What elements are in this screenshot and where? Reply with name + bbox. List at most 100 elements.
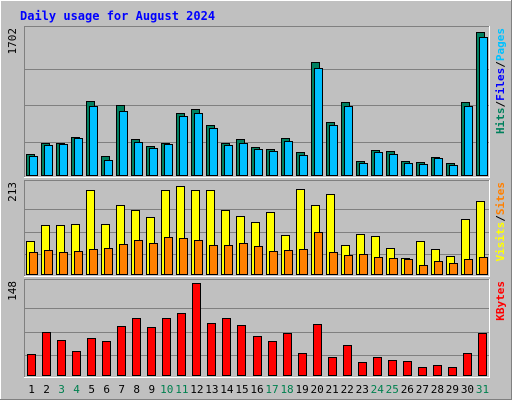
bar-kbytes-day-4 [72, 351, 81, 376]
day-label-12: 12 [190, 383, 203, 396]
bar-files-day-8 [134, 142, 143, 176]
bar-sites-day-5 [89, 249, 98, 275]
bar-kbytes-day-24 [373, 357, 382, 376]
day-label-9: 9 [148, 383, 155, 396]
bar-sites-day-26 [404, 259, 413, 275]
legend-entry: Files [494, 68, 507, 101]
bar-sites-day-18 [284, 250, 293, 275]
legend-entry: / [494, 215, 507, 222]
bar-kbytes-day-12 [192, 283, 201, 376]
bar-sites-day-15 [239, 243, 248, 275]
panel-max-label: 213 [6, 182, 19, 202]
bar-sites-day-30 [464, 259, 473, 275]
bar-files-day-28 [434, 158, 443, 176]
bar-sites-day-4 [74, 251, 83, 275]
bar-kbytes-day-15 [237, 325, 246, 376]
bar-kbytes-day-6 [102, 341, 111, 376]
bar-kbytes-day-8 [132, 318, 141, 376]
bar-kbytes-day-19 [298, 353, 307, 376]
panel-visits-sites: 213 Visits/Sites [6, 180, 507, 277]
day-label-2: 2 [43, 383, 50, 396]
day-label-28: 28 [431, 383, 444, 396]
day-label-10: 10 [160, 383, 173, 396]
bar-files-day-26 [404, 163, 413, 176]
day-label-8: 8 [133, 383, 140, 396]
bar-kbytes-day-29 [448, 367, 457, 376]
day-label-3: 3 [58, 383, 65, 396]
bar-files-day-21 [329, 125, 338, 176]
day-label-11: 11 [175, 383, 188, 396]
bar-sites-day-7 [119, 244, 128, 275]
bar-kbytes-day-7 [117, 326, 126, 376]
bar-kbytes-day-31 [478, 333, 487, 376]
bar-kbytes-day-10 [162, 318, 171, 376]
bar-sites-day-11 [179, 238, 188, 275]
bar-files-day-4 [74, 138, 83, 176]
day-label-21: 21 [326, 383, 339, 396]
bar-files-day-12 [194, 113, 203, 176]
legend-entry: Hits [494, 108, 507, 135]
bar-files-day-17 [269, 151, 278, 176]
bar-sites-day-17 [269, 251, 278, 275]
panel-kbytes: 148 KBytes [6, 279, 507, 378]
bar-sites-day-9 [149, 243, 158, 275]
bar-kbytes-day-14 [222, 318, 231, 376]
bar-kbytes-day-11 [177, 313, 186, 376]
day-label-4: 4 [73, 383, 80, 396]
bar-files-day-11 [179, 116, 188, 176]
bar-kbytes-day-27 [418, 367, 427, 376]
bar-kbytes-day-16 [253, 336, 262, 376]
bar-files-day-22 [344, 106, 353, 176]
bar-files-day-7 [119, 111, 128, 176]
bar-files-day-1 [29, 156, 38, 176]
legend-entry: KBytes [494, 281, 507, 321]
panel-max-label: 1702 [6, 28, 19, 55]
panel-legend: KBytes [494, 281, 507, 321]
bar-files-day-3 [59, 144, 68, 176]
day-label-13: 13 [205, 383, 218, 396]
day-label-23: 23 [356, 383, 369, 396]
panel-legend: Visits/Sites [494, 182, 507, 262]
bar-files-day-18 [284, 141, 293, 176]
bar-sites-day-28 [434, 261, 443, 275]
bar-sites-day-2 [44, 250, 53, 275]
day-label-6: 6 [103, 383, 110, 396]
bar-files-day-6 [104, 160, 113, 176]
bar-kbytes-day-3 [57, 340, 66, 376]
day-label-5: 5 [88, 383, 95, 396]
day-label-25: 25 [386, 383, 399, 396]
day-label-26: 26 [401, 383, 414, 396]
legend-entry: / [494, 61, 507, 68]
bar-files-day-25 [389, 154, 398, 176]
bar-kbytes-day-25 [388, 360, 397, 376]
bar-sites-day-23 [359, 254, 368, 275]
bar-sites-day-1 [29, 252, 38, 275]
day-label-1: 1 [28, 383, 35, 396]
day-label-31: 31 [476, 383, 489, 396]
bar-files-day-9 [149, 148, 158, 176]
bar-files-day-10 [164, 144, 173, 176]
legend-entry: Pages [494, 28, 507, 61]
chart-title: Daily usage for August 2024 [20, 9, 215, 23]
bar-kbytes-day-13 [207, 323, 216, 376]
bar-sites-day-6 [104, 248, 113, 275]
bar-sites-day-12 [194, 240, 203, 275]
bar-files-day-29 [449, 165, 458, 176]
day-label-16: 16 [250, 383, 263, 396]
bar-sites-day-24 [374, 257, 383, 275]
bar-sites-day-22 [344, 255, 353, 275]
day-label-29: 29 [446, 383, 459, 396]
bar-files-day-14 [224, 145, 233, 176]
bar-files-day-2 [44, 145, 53, 176]
day-label-15: 15 [235, 383, 248, 396]
bar-sites-day-10 [164, 237, 173, 275]
bar-sites-day-29 [449, 263, 458, 275]
bar-kbytes-day-28 [433, 365, 442, 376]
bar-files-day-27 [419, 164, 428, 176]
bar-sites-day-20 [314, 232, 323, 275]
day-label-7: 7 [118, 383, 125, 396]
bar-sites-day-13 [209, 245, 218, 275]
bar-kbytes-day-20 [313, 324, 322, 376]
